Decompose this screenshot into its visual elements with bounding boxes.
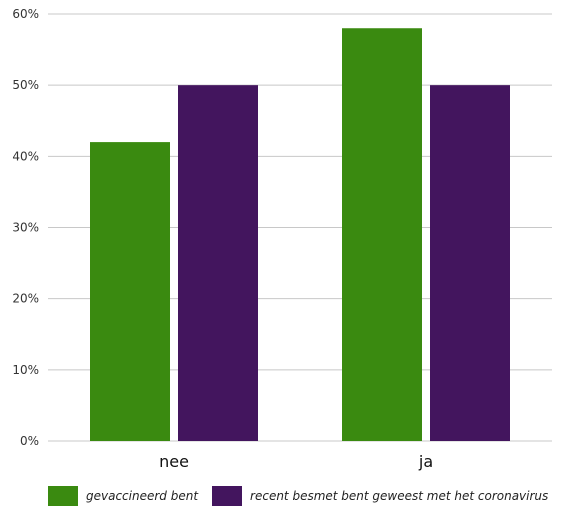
y-tick-label: 10% — [12, 363, 39, 377]
legend-swatch-vaccinated — [48, 486, 78, 506]
x-axis-categories: nee ja — [159, 452, 433, 471]
y-tick-label: 0% — [20, 434, 39, 448]
y-tick-label: 50% — [12, 78, 39, 92]
legend: gevaccineerd bent recent besmet bent gew… — [48, 486, 562, 506]
x-category-label: nee — [159, 452, 189, 471]
legend-item-vaccinated: gevaccineerd bent — [48, 486, 198, 506]
y-axis-ticks: 0% 10% 20% 30% 40% 50% 60% — [12, 7, 39, 448]
y-tick-label: 20% — [12, 292, 39, 306]
legend-label-infected: recent besmet bent geweest met het coron… — [250, 489, 549, 503]
y-tick-label: 40% — [12, 149, 39, 163]
bar-nee-series-2 — [178, 85, 258, 442]
bar-nee-series-1 — [90, 142, 170, 441]
legend-swatch-infected — [212, 486, 243, 506]
bars — [90, 28, 510, 442]
y-tick-label: 60% — [12, 7, 39, 21]
x-category-label: ja — [418, 452, 433, 471]
bar-ja-series-1 — [342, 28, 422, 441]
legend-item-infected: recent besmet bent geweest met het coron… — [212, 486, 548, 506]
y-tick-label: 30% — [12, 221, 39, 235]
bar-ja-series-2 — [430, 85, 510, 442]
legend-label-vaccinated: gevaccineerd bent — [86, 489, 199, 503]
